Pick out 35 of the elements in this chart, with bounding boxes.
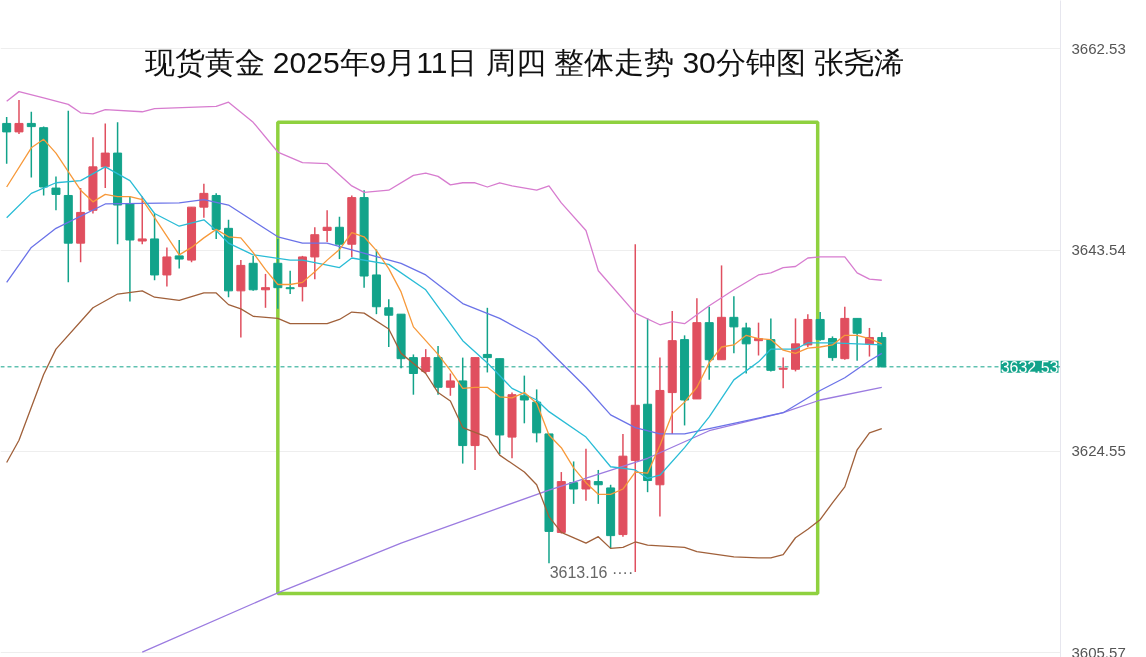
candlestick: [310, 226, 320, 280]
candlestick: [815, 311, 825, 342]
candlestick: [199, 183, 209, 219]
candlestick: [334, 215, 344, 260]
candlestick: [100, 122, 110, 189]
candlestick: [593, 469, 603, 505]
candlestick: [519, 374, 529, 425]
candlestick: [285, 269, 295, 295]
candlestick: [260, 273, 271, 309]
candlestick: [421, 348, 431, 375]
annotation: 3613.16 ····: [549, 563, 634, 581]
y-tick-label: 3624.55: [1071, 442, 1126, 460]
candlestick: [778, 356, 788, 390]
candlestick: [2, 116, 12, 165]
candlestick: [729, 295, 739, 355]
candlestick: [174, 239, 184, 270]
candlestick: [581, 447, 591, 502]
line-series: [6, 290, 883, 559]
candlestick: [569, 460, 579, 505]
candlestick: [26, 111, 36, 179]
ref-line-label: 3632.53: [1000, 358, 1059, 376]
candlestick: [852, 317, 862, 362]
y-tick-label: 3605.57: [1071, 643, 1126, 657]
line-series: [141, 386, 883, 653]
candlestick: [162, 246, 172, 288]
candlestick: [445, 372, 455, 397]
candlestick: [137, 195, 147, 245]
candlestick: [322, 209, 332, 243]
line-series: [6, 90, 883, 326]
text: 现货黄金 2025年9月11日 周四 整体走势 30分钟图 张尧浠: [144, 46, 905, 80]
y-tick-label: 3662.53: [1071, 39, 1126, 57]
y-tick-label: 3643.54: [1071, 241, 1126, 259]
candlestick: [384, 298, 394, 348]
candlestick: [51, 175, 61, 212]
candlestick: [14, 99, 24, 135]
